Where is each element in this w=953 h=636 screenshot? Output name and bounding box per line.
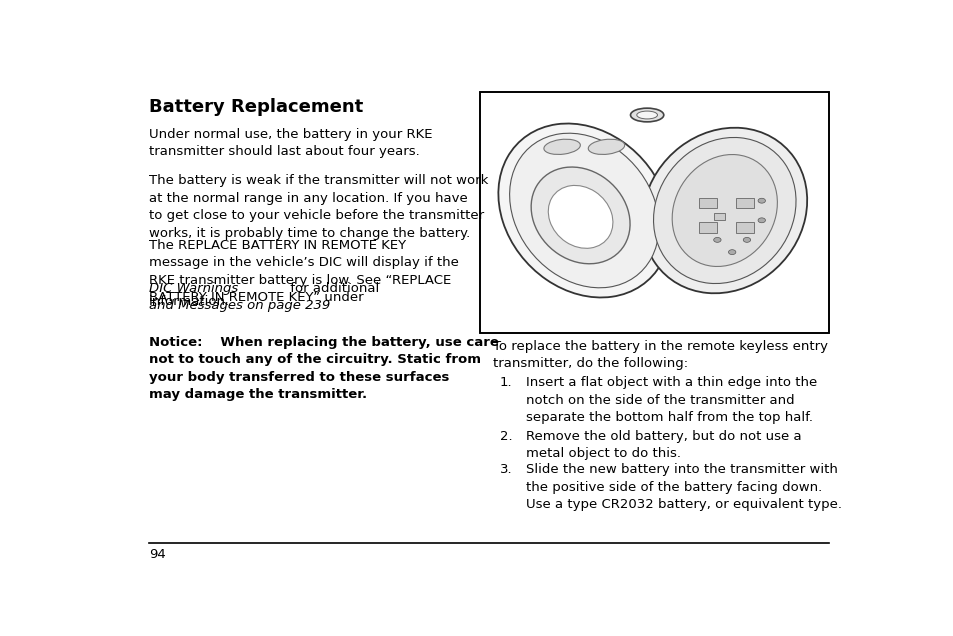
Ellipse shape [758, 198, 764, 203]
FancyBboxPatch shape [713, 213, 724, 220]
Text: 3.: 3. [499, 463, 512, 476]
Ellipse shape [543, 139, 579, 155]
Text: Battery Replacement: Battery Replacement [149, 99, 363, 116]
Ellipse shape [713, 237, 720, 242]
Ellipse shape [758, 218, 764, 223]
Text: DIC Warnings
and Messages on page 239: DIC Warnings and Messages on page 239 [149, 282, 330, 312]
FancyBboxPatch shape [479, 92, 828, 333]
Text: Remove the old battery, but do not use a
metal object to do this.: Remove the old battery, but do not use a… [525, 430, 801, 460]
Text: 2.: 2. [499, 430, 512, 443]
Ellipse shape [636, 111, 657, 119]
Text: for additional: for additional [285, 282, 378, 294]
FancyBboxPatch shape [699, 198, 716, 208]
FancyBboxPatch shape [699, 222, 716, 233]
Ellipse shape [531, 167, 629, 264]
Text: Under normal use, the battery in your RKE
transmitter should last about four yea: Under normal use, the battery in your RK… [149, 128, 432, 158]
Ellipse shape [588, 139, 624, 155]
Ellipse shape [509, 133, 659, 287]
Text: The REPLACE BATTERY IN REMOTE KEY
message in the vehicle’s DIC will display if t: The REPLACE BATTERY IN REMOTE KEY messag… [149, 239, 458, 305]
Text: Notice:  When replacing the battery, use care
not to touch any of the circuitry.: Notice: When replacing the battery, use … [149, 336, 498, 401]
Text: 1.: 1. [499, 376, 512, 389]
Ellipse shape [742, 237, 750, 242]
Ellipse shape [641, 128, 806, 293]
FancyBboxPatch shape [735, 222, 753, 233]
Text: The battery is weak if the transmitter will not work
at the normal range in any : The battery is weak if the transmitter w… [149, 174, 488, 240]
Text: 94: 94 [149, 548, 166, 562]
Text: Slide the new battery into the transmitter with
the positive side of the battery: Slide the new battery into the transmitt… [525, 463, 841, 511]
FancyBboxPatch shape [735, 198, 753, 208]
Ellipse shape [497, 123, 670, 298]
Text: Insert a flat object with a thin edge into the
notch on the side of the transmit: Insert a flat object with a thin edge in… [525, 376, 817, 424]
Text: To replace the battery in the remote keyless entry
transmitter, do the following: To replace the battery in the remote key… [492, 340, 827, 370]
Ellipse shape [653, 137, 795, 284]
Ellipse shape [548, 186, 612, 248]
Ellipse shape [728, 250, 735, 254]
Ellipse shape [672, 155, 777, 266]
Text: information.: information. [149, 295, 230, 308]
Ellipse shape [630, 108, 663, 122]
